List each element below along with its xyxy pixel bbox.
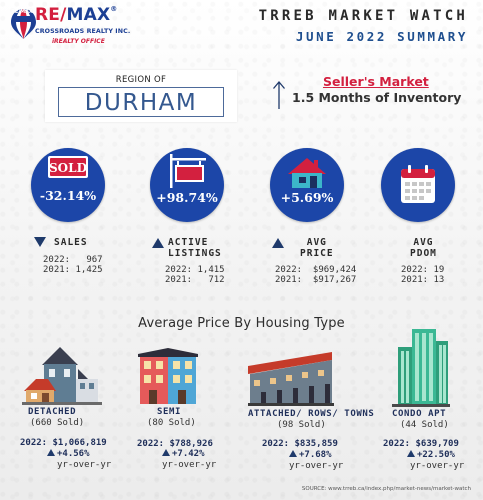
attached-sold: (98 Sold): [277, 420, 326, 430]
active-listings-change: +98.74%: [156, 190, 218, 205]
attached-price: 2022: $835,859: [262, 439, 338, 449]
remax-wordmark: RE/MAX®: [35, 5, 118, 25]
active-listings-circle: +98.74%: [150, 148, 224, 222]
detached-change: +4.56%: [57, 449, 90, 459]
sales-label: SALES: [54, 237, 88, 248]
trend-up-icon: [407, 450, 415, 457]
wordmark-registered: ®: [110, 5, 118, 13]
condo-change: +22.50%: [417, 450, 455, 460]
region-card: REGION OF DURHAM: [45, 70, 237, 122]
sales-values: 2022: 967 2021: 1,425: [43, 255, 103, 275]
svg-text:SOLD: SOLD: [49, 161, 87, 175]
semi-label: SEMI: [157, 407, 182, 417]
avg-price-change: +5.69%: [280, 190, 334, 205]
avg-price-values: 2022: $969,424 2021: $917,267: [275, 265, 357, 285]
page-subtitle: JUNE 2022 SUMMARY: [295, 29, 468, 44]
semi-change-row: +7.42%: [162, 449, 205, 459]
detached-house-icon: [22, 347, 102, 405]
avg-pdom-circle: [381, 148, 455, 222]
detached-price: 2022: $1,066,819: [20, 438, 107, 448]
for-sale-sign-icon: [170, 154, 206, 188]
page-title: TRREB MARKET WATCH: [258, 8, 468, 24]
active-listings-label-l1: ACTIVE: [168, 237, 209, 248]
sales-circle: SOLD -32.14%: [31, 148, 105, 222]
avg-price-label-l1: AVG: [306, 237, 327, 248]
brokerage-tagline: iREALTY OFFICE: [52, 38, 105, 45]
active-listings-label-l2: LISTINGS: [168, 248, 222, 259]
market-type: Seller's Market: [323, 74, 429, 89]
condo-price: 2022: $639,709: [383, 439, 459, 449]
trend-up-icon: [47, 449, 55, 456]
detached-label: DETACHED: [28, 407, 77, 417]
trend-up-icon: [289, 450, 297, 457]
condo-yoy: yr-over-yr: [410, 461, 465, 471]
trend-up-icon: [162, 449, 170, 456]
attached-label: ATTACHED/ ROWS/ TOWNS: [248, 409, 375, 419]
avg-pdom-label: AVG PDOM: [410, 237, 437, 259]
condo-label: CONDO APT: [392, 409, 447, 419]
source-note: SOURCE: www.trreb.ca/index.php/market-ne…: [301, 486, 471, 492]
wordmark-max: MAX: [66, 5, 111, 25]
arrow-up-icon: [273, 80, 285, 109]
detached-sold: (660 Sold): [30, 418, 85, 428]
active-listings-values: 2022: 1,415 2021: 712: [165, 265, 225, 285]
avg-pdom-label-l2: PDOM: [410, 248, 437, 259]
attached-yoy: yr-over-yr: [289, 461, 344, 471]
calendar-icon: [401, 165, 435, 203]
condo-change-row: +22.50%: [407, 450, 455, 460]
detached-change-row: +4.56%: [47, 449, 90, 459]
avg-price-label: AVG PRICE: [300, 237, 334, 259]
months-of-inventory: 1.5 Months of Inventory: [292, 90, 462, 105]
semi-price: 2022: $788,926: [137, 439, 213, 449]
townhouse-row-icon: [248, 352, 334, 406]
avg-price-circle: +5.69%: [270, 148, 344, 222]
condo-sold: (44 Sold): [400, 420, 449, 430]
attached-change: +7.68%: [299, 450, 332, 460]
logo-balloon-text: RE/MAX: [11, 9, 33, 15]
active-listings-label: ACTIVE LISTINGS: [168, 237, 222, 259]
semi-detached-house-icon: [138, 348, 198, 404]
sold-sign-icon: SOLD: [48, 156, 88, 178]
avg-pdom-label-l1: AVG: [413, 237, 434, 248]
region-of-label: REGION OF: [115, 75, 167, 85]
region-name-frame: DURHAM: [58, 87, 224, 117]
region-name: DURHAM: [84, 90, 198, 116]
trend-up-icon: [272, 238, 284, 248]
semi-sold: (80 Sold): [147, 418, 196, 428]
house-icon: [288, 158, 326, 188]
attached-change-row: +7.68%: [289, 450, 332, 460]
brokerage-name: CROSSROADS REALTY INC.: [35, 28, 131, 35]
sales-change: -32.14%: [39, 188, 97, 203]
section-title: Average Price By Housing Type: [138, 316, 345, 331]
semi-yoy: yr-over-yr: [162, 460, 217, 470]
condo-tower-icon: [392, 329, 450, 407]
wordmark-re: RE/: [35, 5, 67, 25]
semi-change: +7.42%: [172, 449, 205, 459]
remax-balloon-icon: [11, 9, 36, 39]
trend-down-icon: [34, 237, 46, 247]
trend-up-icon: [152, 238, 164, 248]
avg-pdom-values: 2022: 19 2021: 13: [401, 265, 445, 285]
avg-price-label-l2: PRICE: [300, 248, 334, 259]
detached-yoy: yr-over-yr: [57, 460, 112, 470]
